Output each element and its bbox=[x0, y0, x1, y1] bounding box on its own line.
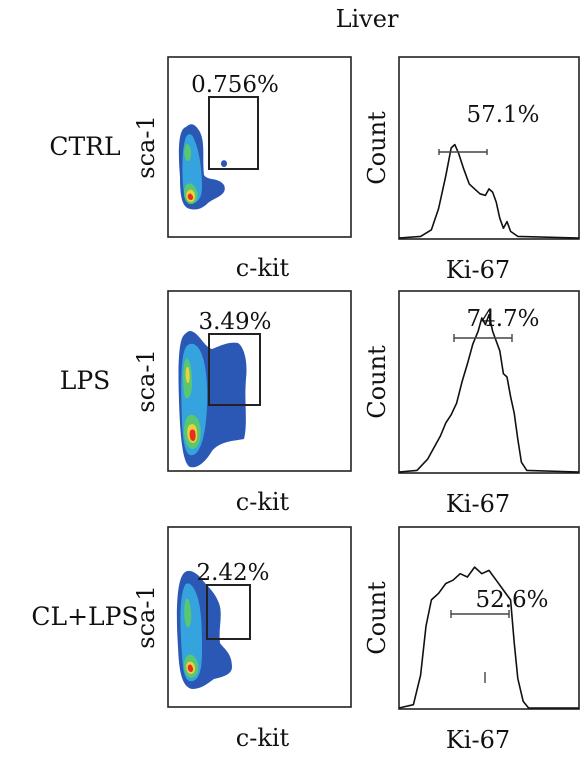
panel-row-1: CTRL 0.756% sca-1 c-kit 57.1% Count Ki-67 bbox=[49, 56, 580, 284]
density-contour bbox=[189, 429, 196, 441]
histogram-frame bbox=[398, 526, 580, 710]
histogram-gate-percent: 74.7% bbox=[466, 306, 539, 332]
density-ylabel: sca-1 bbox=[132, 585, 160, 648]
density-xlabel: c-kit bbox=[236, 254, 290, 282]
row-label: LPS bbox=[60, 366, 111, 395]
histogram: 57.1% bbox=[398, 102, 580, 239]
histogram-ylabel: Count bbox=[363, 345, 391, 419]
figure-title: Liver bbox=[336, 5, 399, 33]
histogram-curve bbox=[398, 143, 580, 239]
histogram-gate-percent: 52.6% bbox=[475, 587, 548, 613]
histogram: 52.6% bbox=[398, 566, 579, 709]
histogram: 74.7% bbox=[398, 306, 580, 473]
density-plot: 2.42% bbox=[176, 560, 270, 689]
density-contour bbox=[185, 366, 190, 383]
histogram-xlabel: Ki-67 bbox=[446, 490, 510, 518]
histogram-frame bbox=[398, 56, 580, 240]
density-contour bbox=[184, 144, 192, 161]
histogram-curve bbox=[398, 566, 579, 709]
density-gate bbox=[208, 96, 259, 170]
density-contour bbox=[220, 160, 228, 167]
histogram-curve bbox=[398, 314, 580, 473]
panel-row-2: LPS 3.49% sca-1 c-kit 74.7% Count Ki-67 bbox=[60, 290, 580, 518]
histogram-gate-percent: 57.1% bbox=[466, 102, 539, 128]
density-gate-percent: 0.756% bbox=[191, 72, 279, 98]
histogram-ylabel: Count bbox=[363, 581, 391, 655]
density-xlabel: c-kit bbox=[236, 488, 290, 516]
density-plot: 3.49% bbox=[178, 309, 272, 468]
density-gate bbox=[208, 333, 261, 406]
density-plot: 0.756% bbox=[178, 72, 279, 210]
density-contour bbox=[187, 193, 194, 200]
density-gate-percent: 2.42% bbox=[196, 560, 269, 586]
density-contour bbox=[184, 598, 192, 628]
density-xlabel: c-kit bbox=[236, 724, 290, 752]
row-label: CL+LPS bbox=[31, 602, 138, 631]
histogram-xlabel: Ki-67 bbox=[446, 726, 510, 754]
density-gate bbox=[206, 584, 251, 640]
histogram-xlabel: Ki-67 bbox=[446, 256, 510, 284]
density-gate-percent: 3.49% bbox=[198, 309, 271, 335]
density-ylabel: sca-1 bbox=[132, 115, 160, 178]
density-contour bbox=[187, 664, 194, 672]
panel-row-3: CL+LPS 2.42% sca-1 c-kit 52.6% Count Ki-67 bbox=[31, 526, 580, 754]
histogram-ylabel: Count bbox=[363, 111, 391, 185]
histogram-frame bbox=[398, 290, 580, 474]
density-ylabel: sca-1 bbox=[132, 349, 160, 412]
row-label: CTRL bbox=[49, 132, 120, 161]
